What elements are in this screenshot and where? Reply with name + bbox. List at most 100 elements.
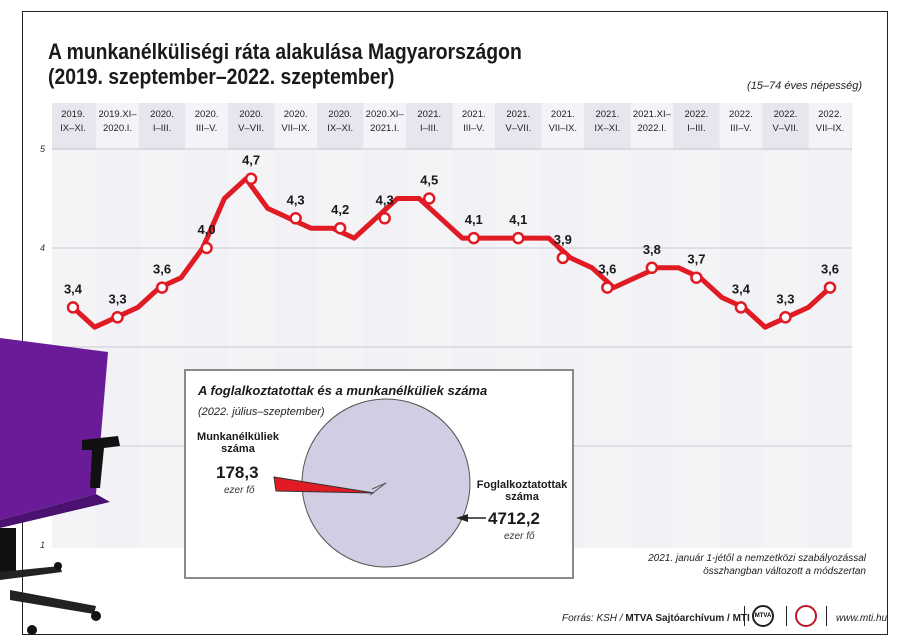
employed-unit: ezer fő (504, 531, 535, 542)
period-label: 2022. (685, 109, 709, 120)
data-points (66, 172, 837, 324)
unemployed-value: 178,3 (216, 463, 259, 482)
source-credit: Forrás: KSH / MTVA Sajtóarchívum / MTI (562, 613, 750, 624)
period-label: 2020. (195, 109, 219, 120)
period-label: 2022.I. (637, 123, 666, 134)
data-point (155, 281, 169, 294)
data-point (111, 311, 124, 324)
employed-label-line1: Foglalkoztatottak (476, 479, 568, 491)
period-label: I–III. (420, 123, 438, 134)
data-point (333, 221, 347, 235)
period-label: I–III. (687, 123, 705, 134)
period-stripe-lower (96, 150, 139, 548)
unemployed-slice (273, 476, 375, 494)
population-note: (15–74 éves népesség) (747, 80, 862, 92)
period-label: 2019. (61, 109, 85, 120)
data-point (734, 301, 748, 314)
footnote-line2: összhangban változott a módszertan (703, 566, 866, 577)
period-label: V–VII. (505, 123, 531, 134)
period-label: VII–IX. (816, 123, 845, 134)
data-point (467, 231, 481, 245)
unemployed-label-line2: száma (221, 443, 255, 455)
data-point (66, 301, 80, 314)
employed-label: Foglalkoztatottak száma (472, 479, 572, 503)
period-stripe-lower (808, 150, 852, 548)
data-label: 3,9 (554, 232, 572, 247)
data-label: 4,3 (287, 192, 305, 207)
period-label: VII–IX. (549, 123, 578, 134)
unemployed-label: Munkanélküliek száma (192, 431, 284, 455)
inset-panel: A foglalkoztatottak és a munkanélküliek … (184, 369, 574, 579)
employed-value: 4712,2 (488, 509, 540, 528)
data-point (823, 281, 837, 294)
period-label: 2020. (150, 109, 174, 120)
data-label: 4,0 (198, 222, 216, 237)
chart-title: A munkanélküliségi ráta alakulása Magyar… (48, 39, 522, 64)
period-label: III–V. (196, 123, 217, 134)
data-label: 3,4 (732, 281, 751, 296)
divider (786, 606, 787, 626)
unemployment-series (70, 176, 833, 330)
period-label: 2021. (551, 109, 575, 120)
period-label: 2020.XI– (366, 109, 405, 120)
period-label: 2022. (774, 109, 798, 120)
chart-subtitle: (2019. szeptember–2022. szeptember) (48, 64, 395, 89)
period-label: III–V. (730, 123, 751, 134)
period-label: 2021. (506, 109, 530, 120)
period-label: 2021.I. (370, 123, 399, 134)
data-label: 3,4 (64, 281, 83, 296)
y-axis: 5 4 1 (40, 144, 46, 550)
data-point (645, 261, 659, 275)
period-label: IX–XI. (594, 123, 620, 134)
y-tick-label: 1 (40, 540, 45, 550)
data-point (690, 271, 703, 284)
y-tick-label: 4 (40, 243, 45, 253)
mti-logo-icon (795, 605, 817, 627)
unemployed-unit: ezer fő (224, 485, 255, 496)
period-label: 2020. (239, 109, 263, 120)
chair-wheel (27, 625, 37, 635)
graphic-frame (22, 11, 888, 635)
data-point (779, 311, 792, 324)
chair-armrest (82, 436, 120, 488)
chair-seat (0, 494, 110, 528)
chair-base (0, 566, 62, 580)
period-stripe-lower (719, 150, 763, 548)
chair-wheel (91, 611, 101, 621)
arrow-icon (456, 514, 468, 522)
data-point (378, 212, 391, 225)
website-link[interactable]: www.mti.hu (836, 613, 888, 624)
data-label: 3,6 (821, 262, 839, 277)
pie-chart (273, 398, 486, 568)
period-labels: 2019. IX–XI. 2019.XI– 2020.I. 2020. I–III. 202… (60, 109, 844, 134)
data-label: 4,1 (509, 212, 527, 227)
data-point (556, 251, 570, 265)
unemployment-line (70, 176, 833, 330)
data-label: 3,3 (776, 291, 794, 306)
footnote-line1: 2021. január 1-jétől a nemzetközi szabál… (648, 553, 866, 564)
office-chair-illustration (0, 338, 120, 635)
slice-edge (371, 482, 387, 490)
period-label: 2021. (417, 109, 441, 120)
period-label: V–VII. (773, 123, 799, 134)
period-label: V–VII. (238, 123, 264, 134)
data-point (200, 241, 213, 255)
period-label: 2020. (284, 109, 308, 120)
unemployed-label-line1: Munkanélküliek (197, 431, 279, 443)
period-label: 2020.I. (103, 123, 132, 134)
data-labels: 3,4 3,3 3,6 4,0 4,7 4,3 4,2 4,3 4,5 4,1 4,1 3,9 3,6 3… (64, 153, 839, 307)
data-point (422, 192, 436, 205)
period-label: III–V. (463, 123, 484, 134)
period-label: 2021. (462, 109, 486, 120)
source-prefix: Forrás: KSH / (562, 613, 626, 624)
source-agency: MTVA Sajtóarchívum / MTI (625, 613, 750, 624)
data-label: 3,8 (643, 242, 661, 257)
data-label: 3,3 (108, 291, 126, 306)
period-stripe-lower (630, 150, 674, 548)
chair-wheel (54, 562, 62, 570)
data-label: 4,3 (376, 192, 394, 207)
period-label: I–III. (153, 123, 171, 134)
mtva-logo-icon: MTVA (752, 605, 774, 627)
period-label: 2022. (818, 109, 842, 120)
period-label: IX–XI. (327, 123, 353, 134)
